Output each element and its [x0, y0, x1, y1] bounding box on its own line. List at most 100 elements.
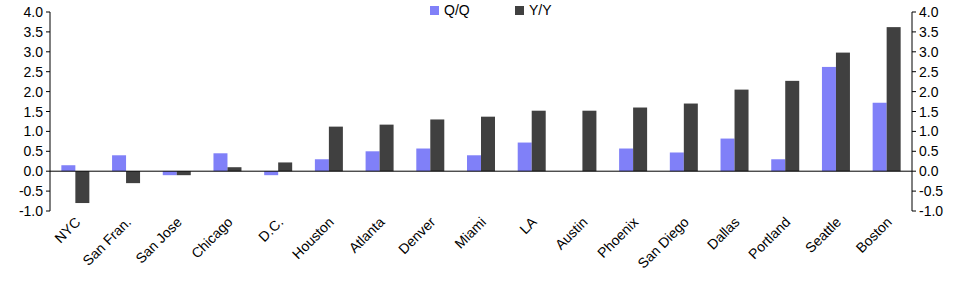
x-tick-label: LA	[516, 213, 540, 237]
x-tick-label: Houston	[289, 214, 337, 262]
y2-tick	[912, 51, 916, 52]
bar	[721, 139, 735, 172]
bar	[619, 149, 633, 172]
bar	[264, 171, 278, 175]
x-tick-label: Denver	[395, 214, 438, 257]
x-tick-label: Dallas	[704, 214, 743, 253]
x-tick-label: Portland	[745, 214, 793, 262]
chart: -1.0 -1.0 -0.5 -0.5 0.0 0.0 0.5 0.5 1.0 1.0 1.5 1.5…	[0, 0, 972, 293]
bar	[887, 27, 901, 171]
x-tick-label: Chicago	[188, 214, 236, 262]
y-tick	[46, 12, 50, 13]
bar	[467, 155, 481, 171]
bar	[633, 108, 647, 172]
y2-tick-label: 1.0	[919, 123, 939, 139]
bar	[227, 167, 241, 171]
bar	[785, 81, 799, 171]
bar	[873, 103, 887, 171]
y2-tick	[912, 71, 916, 72]
legend-swatch	[515, 6, 524, 15]
x-tick-label: NYC	[51, 214, 83, 246]
x-tick-label: San Fran.	[79, 214, 134, 269]
y-tick	[46, 171, 50, 172]
bar	[430, 119, 444, 171]
bar	[75, 171, 89, 203]
y-tick	[46, 191, 50, 192]
x-tick-label: D.C.	[255, 214, 286, 245]
y2-tick-label: 2.5	[919, 64, 939, 80]
bar	[380, 125, 394, 172]
y-tick-label: 2.5	[24, 64, 44, 80]
bar	[126, 171, 140, 183]
y2-tick-label: 0.0	[919, 163, 939, 179]
y2-tick	[912, 151, 916, 152]
bar	[177, 171, 191, 175]
y2-tick	[912, 131, 916, 132]
y-tick	[46, 51, 50, 52]
y2-tick	[912, 12, 916, 13]
y-tick-label: 0.0	[24, 163, 44, 179]
y2-tick	[912, 111, 916, 112]
y2-tick-label: 3.0	[919, 44, 939, 60]
x-tick-label: Phoenix	[594, 214, 641, 261]
x-tick-label: San Jose	[132, 214, 185, 267]
bar	[278, 162, 292, 171]
x-tick-label: Seattle	[802, 214, 844, 256]
bar	[532, 111, 546, 171]
x-tick-label: Austin	[552, 214, 591, 253]
y-tick	[46, 91, 50, 92]
bar	[481, 117, 495, 172]
bar	[61, 165, 75, 171]
zero-line	[50, 171, 912, 172]
y-tick	[46, 71, 50, 72]
x-tick-label: Atlanta	[346, 214, 388, 256]
y-tick-label: 4.0	[24, 4, 44, 20]
bars	[61, 27, 900, 203]
x-tick-label: San Diego	[634, 214, 692, 272]
y-tick	[46, 131, 50, 132]
y2-tick	[912, 211, 916, 212]
y2-tick-label: -0.5	[919, 183, 943, 199]
x-tick-label: Miami	[451, 214, 489, 252]
y-tick-label: -0.5	[19, 183, 43, 199]
y-tick-label: 3.0	[24, 44, 44, 60]
y2-tick-label: 2.0	[919, 84, 939, 100]
y2-tick-label: -1.0	[919, 203, 943, 219]
y-tick	[46, 151, 50, 152]
y-tick-label: -1.0	[19, 203, 43, 219]
bar	[684, 104, 698, 172]
bar	[163, 171, 177, 175]
bar	[315, 159, 329, 171]
legend-label: Q/Q	[444, 2, 470, 18]
y2-tick	[912, 171, 916, 172]
y2-tick	[912, 191, 916, 192]
y2-tick-label: 3.5	[919, 24, 939, 40]
bar	[416, 149, 430, 172]
bar	[836, 53, 850, 172]
bar	[670, 152, 684, 171]
legend-label: Y/Y	[529, 2, 552, 18]
bar	[771, 159, 785, 171]
bar	[582, 111, 596, 171]
y-tick	[46, 211, 50, 212]
y-tick	[46, 31, 50, 32]
y-tick-label: 3.5	[24, 24, 44, 40]
y-tick	[46, 111, 50, 112]
x-tick-label: Boston	[853, 214, 895, 256]
y-tick-label: 1.0	[24, 123, 44, 139]
legend-swatch	[430, 6, 439, 15]
y-tick-label: 0.5	[24, 143, 44, 159]
y2-tick-label: 4.0	[919, 4, 939, 20]
y-tick-label: 2.0	[24, 84, 44, 100]
bar	[112, 155, 126, 171]
y2-tick	[912, 91, 916, 92]
bar	[518, 143, 532, 172]
y-tick-label: 1.5	[24, 104, 44, 120]
bar	[366, 151, 380, 171]
y2-tick-label: 1.5	[919, 104, 939, 120]
y2-tick	[912, 31, 916, 32]
bar	[329, 127, 343, 172]
bar	[822, 67, 836, 171]
bar	[213, 153, 227, 171]
y2-tick-label: 0.5	[919, 143, 939, 159]
